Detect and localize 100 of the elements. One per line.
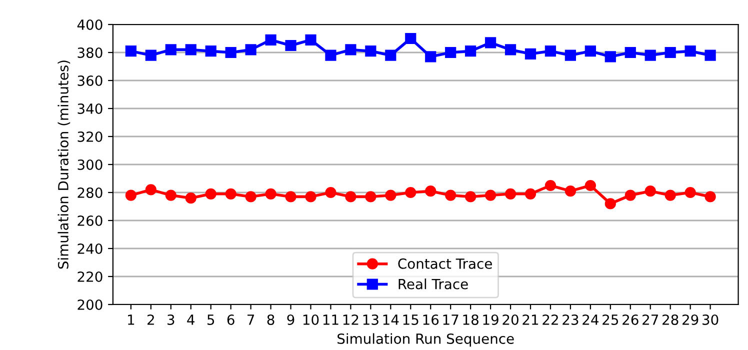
point bbox=[285, 191, 296, 202]
point bbox=[445, 190, 456, 201]
point bbox=[584, 46, 596, 57]
x-tick-label: 30 bbox=[702, 314, 718, 325]
point bbox=[125, 46, 136, 57]
point bbox=[245, 191, 256, 202]
point bbox=[145, 184, 156, 196]
point bbox=[245, 44, 256, 56]
x-tick-label: 19 bbox=[483, 314, 498, 325]
point bbox=[185, 44, 196, 56]
x-tick-label: 28 bbox=[662, 314, 678, 325]
x-tick-label: 6 bbox=[227, 314, 234, 325]
point bbox=[205, 46, 216, 57]
y-tick-label: 220 bbox=[78, 271, 102, 282]
x-tick-label: 14 bbox=[383, 314, 399, 325]
point bbox=[664, 46, 676, 58]
point bbox=[425, 186, 436, 197]
x-tick-label: 29 bbox=[682, 314, 698, 325]
legend-label: Contact Trace bbox=[398, 258, 492, 269]
x-tick-label: 16 bbox=[423, 314, 439, 325]
point bbox=[205, 188, 216, 200]
x-tick-label: 23 bbox=[562, 314, 578, 325]
x-tick-label: 18 bbox=[463, 314, 478, 325]
point bbox=[425, 51, 436, 62]
x-tick-label: 7 bbox=[248, 314, 254, 325]
x-tick-label: 1 bbox=[128, 314, 134, 325]
x-tick-label: 20 bbox=[502, 314, 518, 325]
point bbox=[345, 191, 356, 202]
x-tick-label: 10 bbox=[303, 314, 319, 325]
point bbox=[305, 34, 316, 46]
x-tick-label: 12 bbox=[343, 314, 358, 325]
point bbox=[684, 186, 696, 198]
point bbox=[325, 50, 336, 61]
x-tick-label: 25 bbox=[602, 314, 618, 325]
y-tick-label: 380 bbox=[78, 47, 102, 58]
point bbox=[524, 188, 536, 200]
point bbox=[305, 191, 316, 202]
x-tick-label: 27 bbox=[642, 314, 658, 325]
point bbox=[185, 192, 196, 204]
y-tick-label: 200 bbox=[78, 299, 102, 310]
point bbox=[504, 188, 516, 200]
x-tick-label: 2 bbox=[148, 314, 154, 325]
point bbox=[345, 44, 356, 56]
x-tick-label: 21 bbox=[522, 314, 538, 325]
y-tick-label: 240 bbox=[78, 243, 102, 254]
x-tick-label: 22 bbox=[542, 314, 558, 325]
point bbox=[564, 50, 576, 61]
point bbox=[484, 190, 496, 201]
point bbox=[544, 180, 556, 192]
point bbox=[365, 46, 376, 57]
point bbox=[524, 48, 536, 60]
point bbox=[405, 186, 416, 198]
point bbox=[225, 46, 236, 58]
point bbox=[445, 46, 456, 58]
point bbox=[385, 50, 396, 61]
point bbox=[624, 190, 636, 201]
x-axis-title: Simulation Run Sequence bbox=[338, 333, 514, 347]
point bbox=[584, 180, 596, 192]
point bbox=[644, 50, 656, 61]
point bbox=[465, 46, 476, 57]
point bbox=[385, 190, 396, 201]
x-tick-label: 26 bbox=[622, 314, 638, 325]
x-tick-label: 17 bbox=[443, 314, 458, 325]
y-tick-label: 260 bbox=[78, 215, 102, 226]
y-tick-label: 280 bbox=[78, 187, 102, 198]
point bbox=[285, 40, 296, 52]
point bbox=[325, 186, 336, 198]
point bbox=[504, 44, 516, 56]
point bbox=[604, 51, 616, 62]
legend-label: Real Trace bbox=[398, 278, 468, 290]
point bbox=[225, 188, 236, 200]
point bbox=[125, 190, 136, 201]
point bbox=[484, 37, 496, 48]
point bbox=[365, 191, 376, 202]
point bbox=[544, 46, 556, 57]
point bbox=[265, 34, 276, 46]
point bbox=[405, 32, 416, 44]
y-axis-title: Simulation Duration (minutes) bbox=[58, 60, 70, 269]
point bbox=[684, 46, 696, 57]
point bbox=[465, 191, 476, 202]
x-tick-label: 8 bbox=[267, 314, 274, 325]
x-tick-label: 24 bbox=[582, 314, 598, 325]
point bbox=[165, 190, 176, 201]
point bbox=[624, 46, 636, 58]
point bbox=[664, 190, 676, 201]
point bbox=[604, 198, 616, 210]
point bbox=[704, 191, 716, 202]
x-tick-label: 4 bbox=[187, 314, 195, 325]
x-tick-label: 13 bbox=[363, 314, 378, 325]
point bbox=[265, 188, 276, 200]
x-tick-label: 3 bbox=[168, 314, 174, 325]
y-tick-label: 300 bbox=[78, 159, 102, 170]
y-tick-label: 360 bbox=[78, 75, 102, 86]
point bbox=[644, 186, 656, 197]
point bbox=[704, 50, 716, 61]
y-tick-label: 400 bbox=[77, 19, 102, 30]
y-tick-label: 340 bbox=[78, 103, 102, 114]
y-tick-label: 320 bbox=[78, 131, 102, 142]
x-tick-label: 15 bbox=[403, 314, 418, 325]
x-tick-label: 11 bbox=[323, 314, 338, 325]
